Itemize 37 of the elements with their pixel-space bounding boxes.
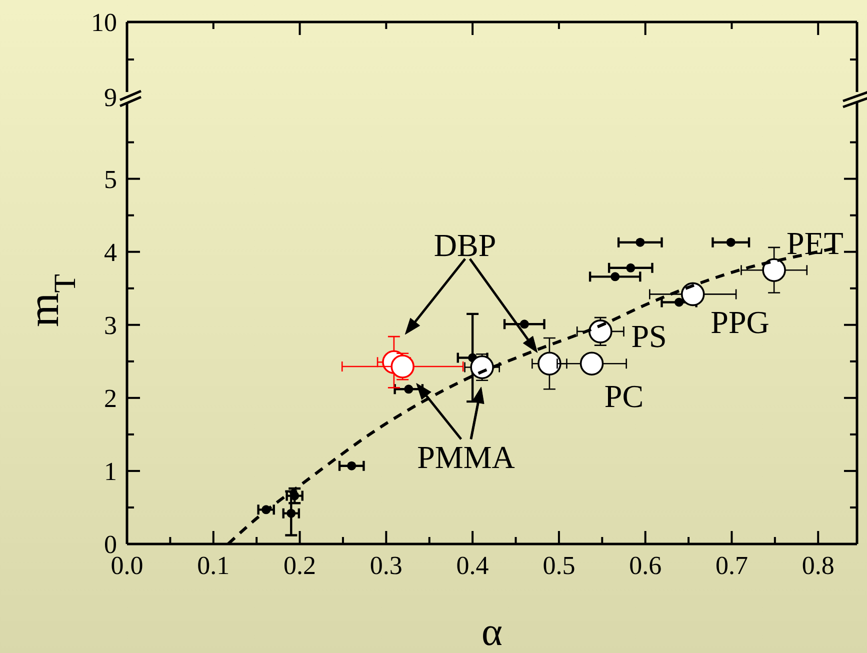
point [470,355,494,380]
x-tick-label: 0.7 [715,551,748,580]
point [580,352,604,376]
point [762,258,786,282]
x-tick-label: 0.1 [197,551,230,580]
y-tick-label: 1 [104,456,117,486]
point [520,320,529,329]
annotation: PC [604,378,644,414]
annotation: PS [631,318,667,354]
point [610,272,620,282]
annotation: PPG [710,304,770,340]
point [726,238,736,247]
point [538,352,562,376]
point [404,384,414,394]
y-tick-label: 9 [104,83,117,112]
y-tick-label: 3 [104,310,117,340]
point [588,320,612,344]
x-tick-label: 0.6 [629,551,662,580]
point [390,354,414,378]
x-tick-label: 0.8 [802,551,834,580]
y-tick-label: 2 [104,384,117,413]
y-tick-label: 4 [104,238,117,267]
x-axis-title: α [482,609,503,653]
point [347,461,356,470]
point [626,263,636,272]
x-tick-label: 0.3 [370,551,402,580]
point [636,238,645,247]
x-tick-label: 0.4 [456,551,489,580]
y-tick-label: 5 [104,164,117,194]
y-tick-label: 10 [91,8,117,37]
point [674,298,684,307]
annotation: PMMA [417,439,515,475]
point [680,282,705,306]
annotation: DBP [434,227,496,263]
annotation: PET [786,225,844,261]
x-tick-label: 0.2 [284,551,316,580]
x-tick-label: 0.5 [542,551,576,580]
